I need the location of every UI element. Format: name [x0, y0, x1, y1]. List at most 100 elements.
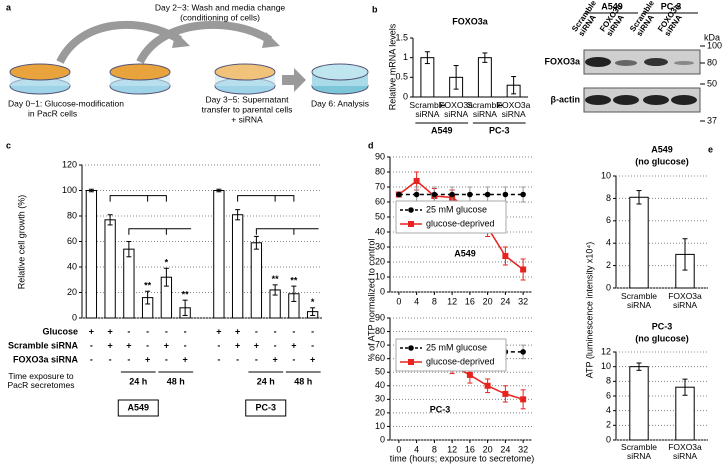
y-tick-label: 60 [375, 196, 385, 206]
y-tick-label: 40 [375, 380, 385, 390]
bracket [128, 228, 192, 235]
y-tick-label: 6 [606, 390, 611, 400]
arrow [56, 20, 183, 64]
panel-label: c [6, 140, 11, 150]
table-cell: - [127, 326, 130, 336]
chart-title: A549 [454, 248, 476, 258]
point [484, 382, 491, 389]
point [502, 390, 509, 397]
bracket [237, 195, 295, 202]
y-axis-label: % of ATP normalized to control [366, 239, 376, 362]
table-cell: + [254, 340, 259, 350]
table-cell: - [311, 340, 314, 350]
legend-label: glucose-deprived [426, 218, 495, 228]
table-cell: + [145, 354, 150, 364]
group-box [245, 399, 287, 417]
y-tick-label: 60 [67, 236, 77, 246]
y-tick-label: 0 [380, 286, 385, 296]
point [520, 266, 527, 273]
step-text: Day 2~3: Wash and media change [155, 2, 286, 12]
y-tick-label: 2 [606, 420, 611, 430]
x-tick-label: 16 [465, 444, 475, 454]
y-tick-label: 20 [67, 287, 77, 297]
chart-title: PC-3 [430, 404, 451, 414]
y-tick-label: 40 [375, 226, 385, 236]
chart-title: FOXO3a [452, 16, 489, 26]
y-tick-label: 6 [606, 215, 611, 225]
point [484, 191, 491, 198]
table-cell: - [236, 354, 239, 364]
y-tick-label: 8 [606, 193, 611, 203]
y-tick-label: 50 [375, 211, 385, 221]
step-text: (conditioning of cells) [180, 12, 260, 22]
y-tick-label: 80 [375, 326, 385, 336]
y-tick-label: 60 [375, 353, 385, 363]
point [467, 191, 473, 198]
y-axis-label: ATP (luminescence intensity x10⁴) [584, 242, 594, 379]
significance: ** [182, 290, 190, 300]
point [396, 191, 402, 198]
table-cell: - [217, 340, 220, 350]
x-tick-label: 32 [518, 444, 528, 454]
legend-box [395, 338, 507, 372]
band [644, 58, 668, 66]
legend-label: 25 mM glucose [426, 204, 487, 214]
step-text: + siRNA [231, 114, 263, 124]
y-tick-label: 10 [375, 421, 385, 431]
time-label: 48 h [294, 376, 312, 386]
marker-label: 100 [707, 40, 722, 50]
significance: ** [290, 276, 298, 286]
table-cell: - [109, 354, 112, 364]
y-tick-label: 90 [375, 151, 385, 161]
legend-marker [408, 221, 414, 227]
legend-label: 25 mM glucose [426, 342, 487, 352]
table-cell: + [89, 326, 94, 336]
arrow [136, 20, 273, 64]
table-cell: - [184, 326, 187, 336]
bar [123, 248, 135, 319]
table-cell: + [107, 340, 112, 350]
point [449, 191, 455, 198]
y-tick-label: 0 [606, 282, 611, 292]
x-tick-label: Scramble siRNA [621, 442, 657, 461]
row-label: FOXO3a [544, 56, 581, 66]
x-tick-label: 12 [447, 296, 457, 306]
y-tick-label: 8 [606, 376, 611, 386]
x-tick-label: 24 [500, 296, 510, 306]
y-tick-label: 0 [403, 91, 408, 101]
bracket [109, 195, 167, 202]
y-tick-label: 10 [601, 170, 611, 180]
table-cell: - [292, 326, 295, 336]
y-tick-label: 0.5 [395, 72, 408, 82]
bar [250, 242, 263, 319]
table-cell: + [182, 354, 187, 364]
point [466, 371, 473, 378]
x-tick-label: 0 [396, 444, 401, 454]
table-cell: + [272, 354, 277, 364]
y-tick-label: 80 [375, 166, 385, 176]
group-label: A549 [127, 402, 149, 412]
row-label: Scramble siRNA [8, 340, 79, 350]
step-text: Day 3~5: Supernatant [206, 94, 290, 104]
table-cell: + [291, 340, 296, 350]
table-cell: - [146, 326, 149, 336]
y-axis-label: Relative cell growth (%) [16, 195, 26, 290]
y-tick-label: 120 [62, 159, 77, 169]
group-label: A549 [601, 1, 623, 11]
arrow [282, 68, 306, 92]
x-tick-label: Scramble siRNA [621, 291, 657, 310]
y-tick-label: 70 [375, 181, 385, 191]
x-tick-label: 32 [518, 296, 528, 306]
table-cell: - [165, 326, 168, 336]
group-box [117, 399, 159, 417]
marker-label: 37 [707, 115, 717, 125]
point [431, 191, 438, 198]
bar [629, 196, 649, 289]
dish [109, 63, 171, 95]
table-cell: - [90, 354, 93, 364]
significance: * [311, 297, 315, 307]
row-label: Time exposure to PacR secretomes [7, 371, 75, 390]
chart-title: PC-3 [652, 321, 673, 331]
table-cell: - [292, 354, 295, 364]
table-cell: + [126, 340, 131, 350]
